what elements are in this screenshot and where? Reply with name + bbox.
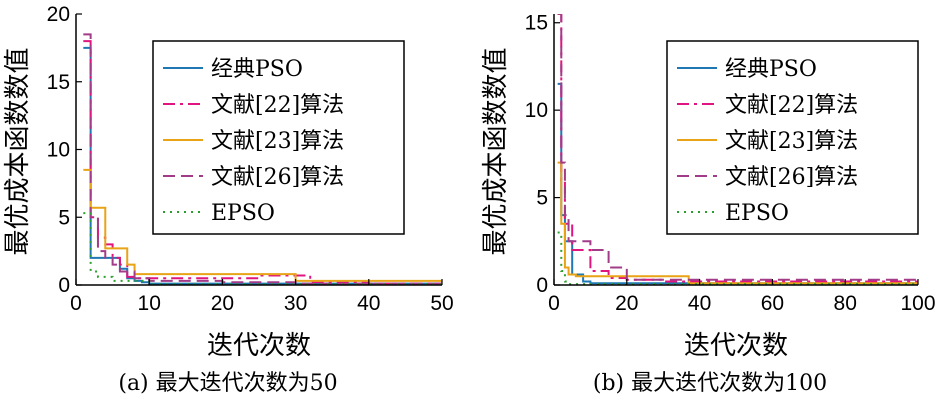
y-axis-label: 最优成本函数数值 <box>481 47 511 255</box>
y-tick-label: 5 <box>536 187 548 210</box>
panel-b: 0 20 40 60 80 100 0 5 10 15 迭代次数 最优成本函数数值 (b) 最大迭代次数… <box>481 12 936 396</box>
series-line-4 <box>83 212 442 285</box>
legend-label-0: 经典PSO <box>211 57 303 82</box>
legend-label-4: EPSO <box>725 201 789 226</box>
x-tick-label: 20 <box>211 292 234 315</box>
x-tick-label: 40 <box>357 292 380 315</box>
series-line-3 <box>83 33 442 285</box>
y-tick-label: 5 <box>58 206 70 229</box>
x-tick-label: 100 <box>900 292 935 315</box>
legend-label-2: 文献[23]算法 <box>725 129 858 154</box>
series-line-2 <box>557 161 918 285</box>
y-axis-label: 最优成本函数数值 <box>3 47 33 255</box>
legend-label-3: 文献[26]算法 <box>725 165 858 190</box>
x-tick-label: 10 <box>138 292 161 315</box>
x-tick-label: 50 <box>430 292 453 315</box>
y-tick-label: 15 <box>47 71 70 94</box>
y-tick-label: 15 <box>525 12 548 35</box>
x-tick-label: 60 <box>761 292 784 315</box>
x-tick-label: 30 <box>284 292 307 315</box>
legend-label-3: 文献[26]算法 <box>211 165 344 190</box>
legend-box <box>152 40 405 235</box>
x-axis-label: 迭代次数 <box>684 331 788 361</box>
y-tick-label: 10 <box>525 99 548 122</box>
x-tick-label: 80 <box>834 292 857 315</box>
series-line-3 <box>557 14 918 284</box>
x-tick-label: 40 <box>688 292 711 315</box>
panel-a: 0 10 20 30 40 50 0 5 10 15 20 迭代次数 最优成本函数数值 (a) 最大迭代次… <box>3 3 454 396</box>
series-line-4 <box>557 231 918 285</box>
y-tick-label: 0 <box>58 274 70 297</box>
x-axis-label: 迭代次数 <box>207 331 311 361</box>
legend-label-0: 经典PSO <box>725 57 817 82</box>
x-tick-label: 20 <box>615 292 638 315</box>
y-tick-label: 0 <box>536 274 548 297</box>
legend-label-1: 文献[22]算法 <box>725 93 858 118</box>
y-tick-label: 10 <box>47 139 70 162</box>
legend-box <box>666 40 919 235</box>
x-tick-label: 0 <box>548 292 560 315</box>
x-tick-label: 0 <box>70 292 82 315</box>
series-group <box>557 14 918 285</box>
legend-label-2: 文献[23]算法 <box>211 129 344 154</box>
y-tick-label: 20 <box>47 3 70 26</box>
legend-label-1: 文献[22]算法 <box>211 93 344 118</box>
panel-caption: (a) 最大迭代次数为50 <box>118 371 337 396</box>
legend-label-4: EPSO <box>211 201 275 226</box>
series-line-2 <box>83 168 442 284</box>
panel-caption: (b) 最大迭代次数为100 <box>593 371 827 396</box>
